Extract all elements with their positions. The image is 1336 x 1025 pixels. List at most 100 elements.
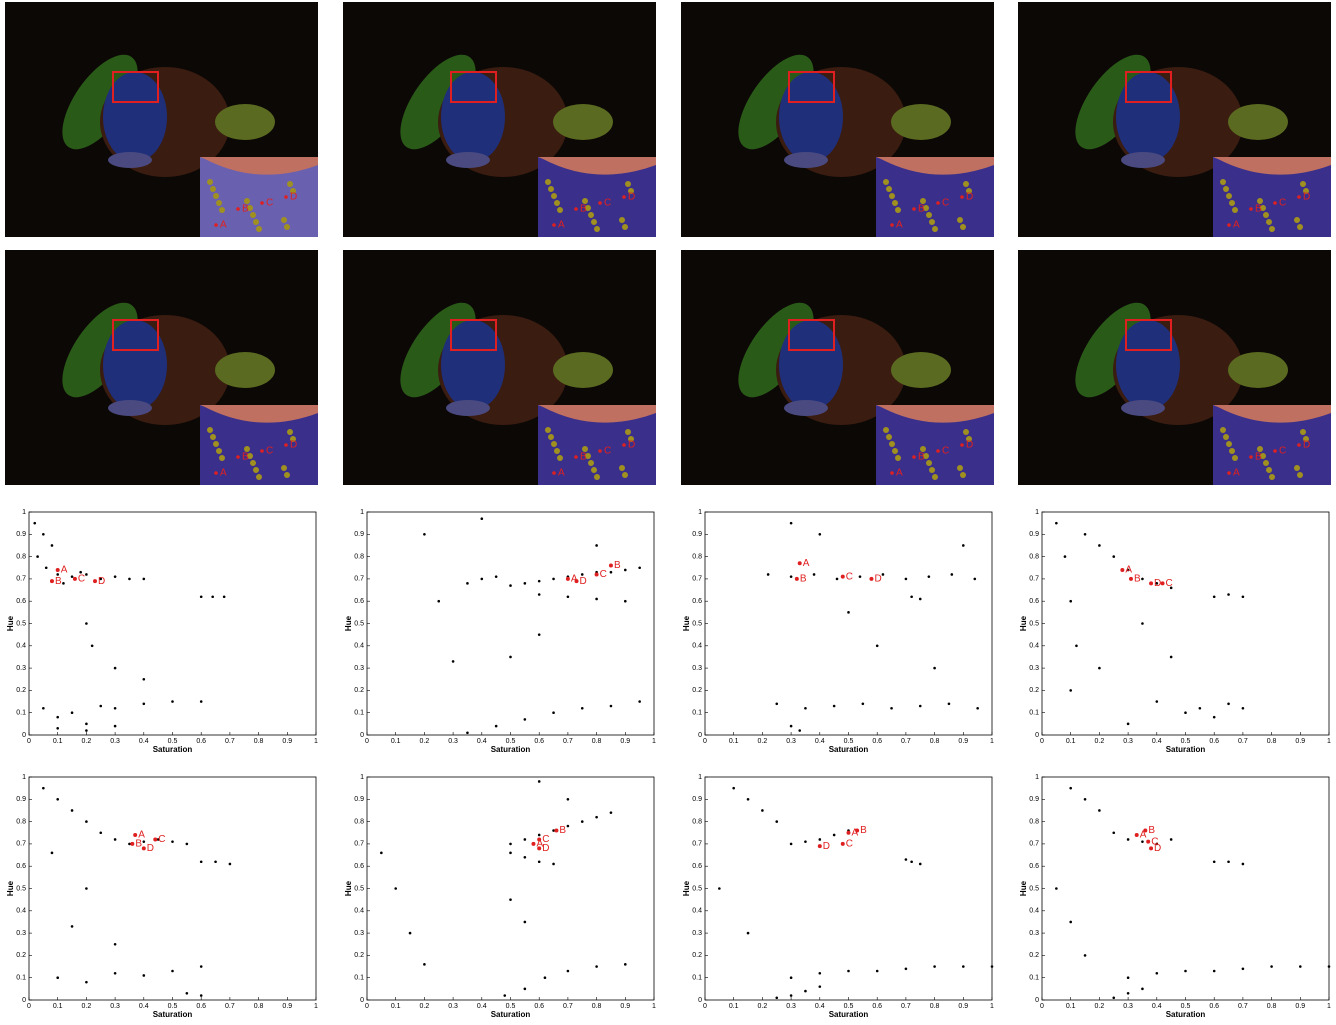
inset-dot <box>213 441 219 447</box>
annotation-label: C <box>600 569 607 580</box>
x-tick-label: 0.3 <box>1123 738 1133 745</box>
point <box>394 887 398 890</box>
point <box>56 727 59 730</box>
y-tick-label: 0.9 <box>692 796 702 803</box>
y-tick-label: 0.9 <box>354 796 364 803</box>
inset-dot <box>895 455 901 461</box>
y-tick-label: 0.9 <box>692 531 702 538</box>
y-tick-label: 0.3 <box>1029 665 1039 672</box>
base <box>108 152 152 168</box>
y-tick-label: 0.2 <box>692 687 702 694</box>
x-tick-label: 0.2 <box>1095 1003 1105 1010</box>
inset-dot <box>594 226 600 232</box>
annotation-dot <box>537 837 542 842</box>
y-tick-label: 0.3 <box>692 665 702 672</box>
tail <box>1228 104 1288 140</box>
inset-dot <box>957 465 963 471</box>
inset-dot <box>545 427 551 433</box>
point <box>1155 700 1159 703</box>
marker-dot <box>236 455 240 459</box>
point <box>638 566 641 570</box>
inset-dot <box>551 193 557 199</box>
point <box>537 780 541 783</box>
x-tick-label: 0.4 <box>477 1003 487 1010</box>
x-tick-label: 0.5 <box>1181 738 1191 745</box>
point <box>552 829 555 832</box>
point <box>523 718 527 721</box>
body <box>1116 72 1180 162</box>
marker-label: C <box>266 198 273 209</box>
x-tick-label: 0.4 <box>139 738 149 745</box>
inset-dot <box>932 474 938 480</box>
x-tick-label: 0.6 <box>872 1003 882 1010</box>
annotation-label: C <box>542 834 549 845</box>
point <box>1126 976 1130 979</box>
y-tick-label: 0 <box>360 732 364 739</box>
y-tick-label: 0.8 <box>1029 553 1039 560</box>
inset-dot <box>929 467 935 473</box>
point <box>171 700 174 703</box>
x-tick-label: 0.7 <box>563 1003 573 1010</box>
y-tick-label: 0.2 <box>1029 687 1039 694</box>
y-tick-label: 0.8 <box>16 553 26 560</box>
x-tick-label: 0.9 <box>958 1003 968 1010</box>
point <box>552 862 555 866</box>
y-tick-label: 0.8 <box>16 818 26 825</box>
point <box>1141 840 1144 843</box>
inset-dot <box>207 427 213 433</box>
annotation-dot <box>130 841 135 846</box>
x-tick-label: 0.3 <box>448 1003 458 1010</box>
x-tick-label: 0.1 <box>729 738 739 745</box>
x-tick-label: 0.4 <box>1152 1003 1162 1010</box>
x-tick-label: 1 <box>314 738 318 745</box>
x-tick-label: 0.1 <box>53 738 63 745</box>
inset-dot <box>1297 224 1303 230</box>
x-tick-label: 0.9 <box>1295 1003 1305 1010</box>
point <box>480 517 484 520</box>
inset-dot <box>256 474 262 480</box>
marker-label: B <box>918 452 925 463</box>
inset-dot <box>1257 198 1263 204</box>
marker-label: D <box>1303 192 1310 203</box>
marker-dot <box>890 223 894 227</box>
y-axis-label: Hue <box>6 615 15 631</box>
point <box>42 786 45 790</box>
annotation-label: A <box>803 558 810 569</box>
point <box>775 820 779 823</box>
y-tick-label: 0.5 <box>1029 885 1039 892</box>
point <box>537 860 541 864</box>
marker-dot <box>598 201 602 205</box>
marker-label: A <box>1233 468 1240 479</box>
marker-dot <box>1249 207 1253 211</box>
y-tick-label: 0.6 <box>354 598 364 605</box>
inset-dot <box>213 193 219 199</box>
y-tick-label: 0.5 <box>354 885 364 892</box>
marker-dot <box>284 443 288 447</box>
roi <box>1125 319 1172 351</box>
point <box>113 575 117 578</box>
x-tick-label: 1 <box>990 738 994 745</box>
point <box>1141 987 1144 991</box>
inset-dot <box>1266 219 1272 225</box>
point <box>70 925 74 928</box>
y-tick-label: 0.7 <box>692 841 702 848</box>
x-tick-label: 0.1 <box>729 1003 739 1010</box>
point <box>142 577 146 581</box>
y-tick-label: 1 <box>360 774 364 781</box>
y-tick-label: 0.4 <box>354 643 364 650</box>
x-tick-label: 0 <box>27 1003 31 1010</box>
marker-dot <box>890 471 894 475</box>
x-tick-label: 0.8 <box>254 738 264 745</box>
x-tick-label: 0.8 <box>1267 738 1277 745</box>
inset-dot <box>548 434 554 440</box>
annotation-label: B <box>860 825 867 836</box>
tail <box>215 352 275 388</box>
annotation-label: D <box>147 843 154 854</box>
point <box>128 577 131 581</box>
marker-label: D <box>966 440 973 451</box>
point <box>199 700 203 703</box>
x-tick-label: 0 <box>703 1003 707 1010</box>
photo: A B C D <box>1018 250 1331 485</box>
y-tick-label: 0.1 <box>16 975 26 982</box>
point <box>1055 521 1058 525</box>
